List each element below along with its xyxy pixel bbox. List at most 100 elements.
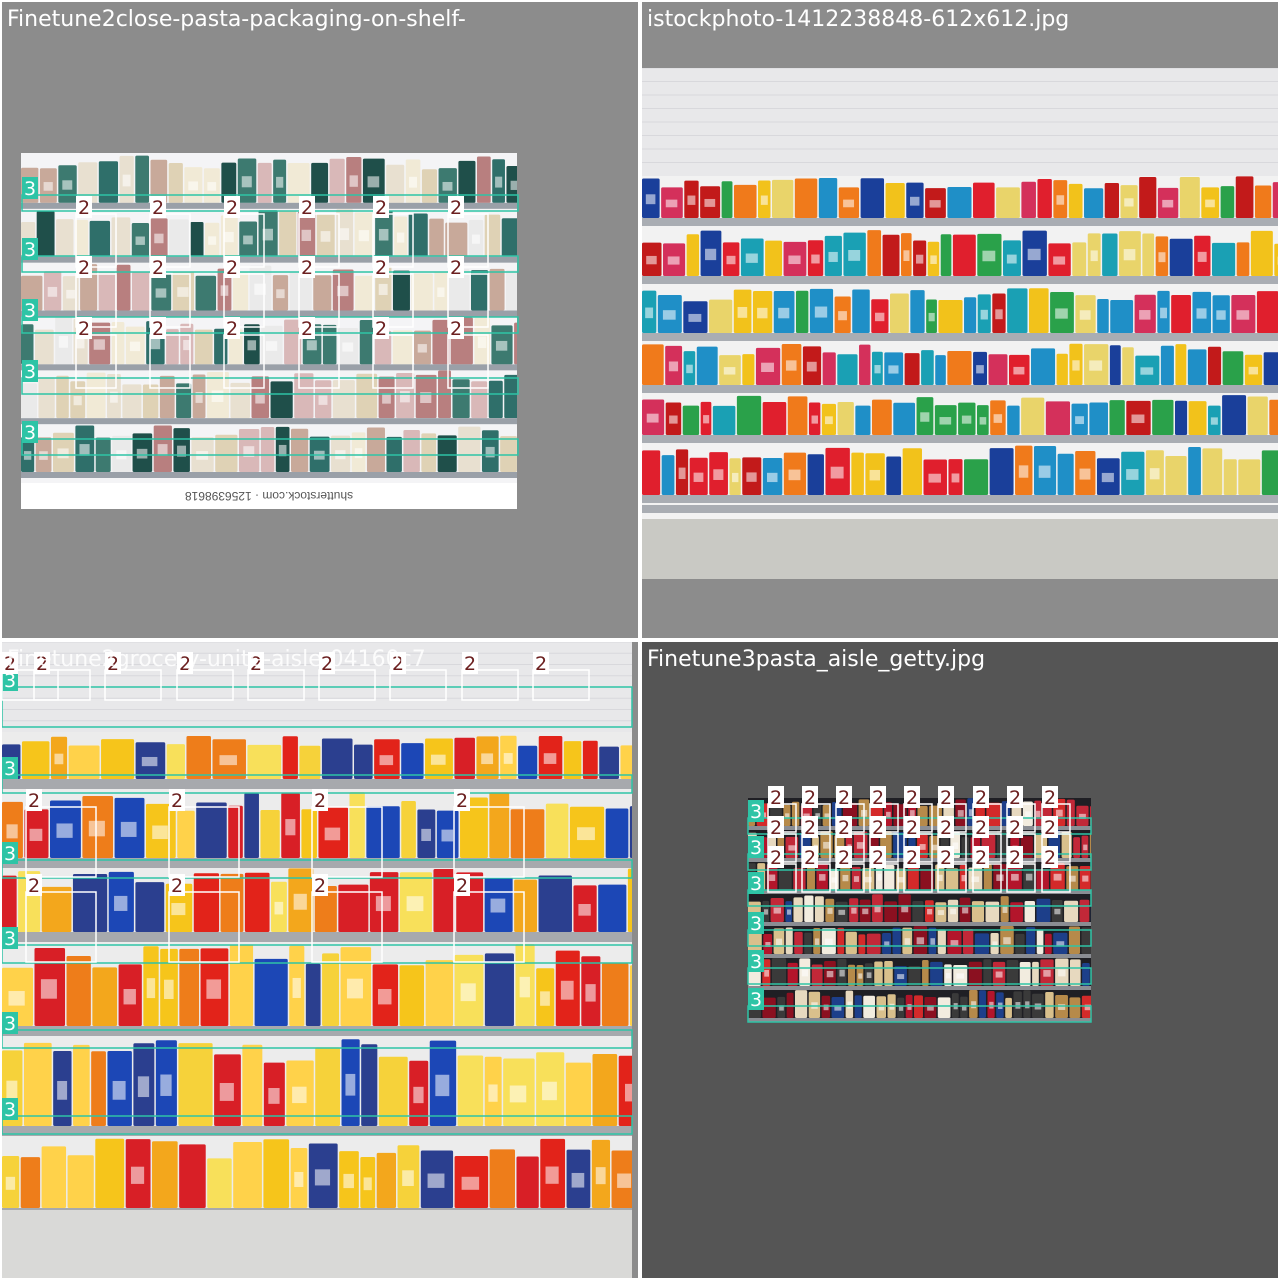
package-label	[57, 1080, 68, 1100]
product-package	[178, 1043, 213, 1126]
product-package	[629, 806, 632, 858]
package-label	[678, 467, 686, 480]
package-label	[1248, 366, 1259, 375]
product-package	[837, 354, 858, 385]
class-2-tag	[768, 816, 784, 838]
product-package	[321, 738, 353, 779]
package-label	[843, 199, 855, 208]
product-package	[642, 450, 661, 495]
package-label	[294, 1171, 304, 1187]
class-2-label: 2	[1044, 847, 1056, 869]
package-label	[177, 445, 187, 457]
product-package	[592, 1053, 618, 1126]
package-label	[785, 360, 797, 371]
package-label	[1089, 360, 1103, 371]
package-label	[188, 181, 199, 191]
product-package	[207, 1158, 232, 1208]
package-label	[1079, 813, 1086, 819]
product-package	[598, 884, 627, 932]
class-2-box	[447, 273, 489, 328]
package-label	[43, 182, 53, 191]
package-label	[427, 1173, 445, 1188]
product-package	[742, 354, 755, 385]
package-label	[950, 908, 957, 915]
product-package	[1044, 933, 1052, 954]
class-2-label: 2	[456, 790, 468, 812]
package-label	[910, 196, 920, 206]
product-package	[504, 374, 517, 419]
package-label	[402, 1170, 414, 1187]
class-3-tag	[748, 836, 764, 858]
class-2-tag	[454, 874, 470, 896]
product-package	[1036, 898, 1051, 922]
package-label	[1101, 472, 1114, 483]
product-package	[270, 381, 293, 419]
class-2-label: 2	[535, 653, 547, 675]
product-package	[314, 886, 337, 932]
product-package	[884, 865, 895, 890]
product-package	[582, 740, 598, 779]
package-label	[164, 979, 174, 1000]
product-package	[501, 218, 517, 257]
product-package	[1104, 183, 1120, 218]
product-package	[98, 271, 116, 311]
product-package	[401, 743, 424, 779]
product-package	[1037, 178, 1052, 218]
package-label	[646, 413, 659, 423]
package-label	[342, 342, 354, 352]
class-3-label: 3	[4, 1099, 16, 1121]
package-label	[1058, 969, 1066, 977]
package-label	[737, 306, 748, 318]
class-2-tag	[150, 196, 166, 218]
package-label	[864, 876, 872, 883]
shelf-rail	[642, 505, 1278, 513]
product-package	[937, 997, 951, 1018]
package-label	[886, 811, 891, 818]
class-3-label: 3	[4, 928, 16, 950]
product-package	[282, 736, 298, 779]
product-package	[794, 931, 803, 954]
package-label	[851, 907, 857, 914]
package-label	[337, 285, 349, 297]
class-2-label: 2	[375, 257, 387, 279]
tile-caption: Finetune3pasta_aisle_getty.jpg	[647, 647, 986, 672]
package-label	[129, 341, 141, 352]
class-2-label: 2	[975, 817, 987, 839]
product-package	[709, 299, 733, 333]
package-label	[788, 255, 801, 265]
package-label	[276, 289, 285, 299]
package-label	[785, 813, 790, 819]
package-label	[58, 335, 69, 348]
product-package	[244, 872, 270, 932]
product-package	[1188, 446, 1201, 495]
package-label	[704, 198, 716, 207]
product-package	[73, 1044, 90, 1126]
product-package	[807, 866, 815, 890]
class-2-tag	[1042, 846, 1058, 868]
class-3-tag	[22, 177, 38, 199]
package-label	[1068, 875, 1076, 882]
product-package	[429, 218, 444, 257]
product-package	[860, 178, 885, 218]
class-2-tag	[1042, 786, 1058, 808]
class-2-label: 2	[1044, 817, 1056, 839]
package-label	[961, 1005, 967, 1011]
floor	[642, 519, 1278, 579]
product-package	[403, 430, 420, 472]
product-package	[166, 744, 185, 779]
product-package	[908, 966, 921, 986]
product-package	[66, 955, 91, 1026]
product-package	[937, 929, 946, 954]
package-label	[292, 1086, 307, 1104]
product-package	[313, 275, 332, 311]
product-package	[260, 810, 280, 858]
package-label	[927, 908, 933, 915]
product-package	[818, 178, 838, 218]
product-package	[332, 380, 355, 419]
product-package	[78, 162, 98, 203]
package-label	[1013, 366, 1025, 375]
product-package	[329, 158, 345, 203]
class-2-tag	[76, 256, 92, 278]
package-label	[1056, 195, 1065, 205]
